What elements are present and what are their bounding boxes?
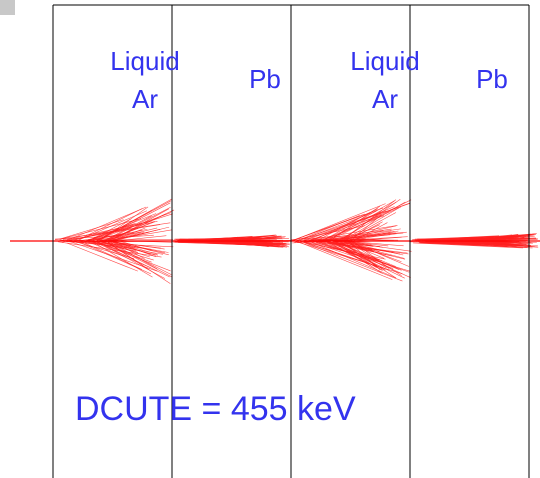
track (350, 222, 388, 243)
track (78, 210, 148, 241)
track (326, 242, 383, 271)
layer-label: Ar (132, 84, 158, 114)
track (108, 226, 170, 243)
layer-label: Liquid (350, 46, 419, 76)
track (111, 213, 166, 240)
track (109, 231, 145, 241)
layer-label: Pb (249, 64, 281, 94)
track (341, 198, 401, 240)
track (293, 239, 393, 280)
track (333, 230, 384, 243)
track (103, 238, 149, 270)
track (452, 241, 522, 244)
track (328, 242, 410, 273)
track (321, 213, 382, 241)
shower-tracks (54, 198, 539, 284)
track (109, 241, 169, 253)
track (98, 242, 171, 272)
track (345, 239, 402, 276)
track (413, 242, 524, 249)
track (81, 242, 152, 275)
corner-marker (0, 0, 15, 15)
track (303, 242, 403, 282)
track (66, 241, 174, 248)
track (107, 227, 146, 243)
annotation: DCUTE = 455 keV (75, 390, 356, 428)
track (57, 220, 153, 242)
track (98, 200, 172, 240)
layer-label: Pb (476, 64, 508, 94)
track (96, 241, 152, 263)
track (99, 228, 139, 242)
track (322, 241, 380, 252)
track (87, 240, 151, 268)
track (61, 206, 147, 243)
track (227, 236, 282, 241)
track (335, 242, 406, 260)
track (310, 241, 396, 279)
track (66, 242, 138, 272)
track (341, 242, 397, 279)
track (70, 241, 135, 249)
track (348, 241, 404, 247)
track (299, 203, 411, 243)
track (348, 240, 410, 267)
layer-labels: Liquid Ar Pb Liquid Ar Pb (110, 46, 508, 114)
track (311, 208, 378, 242)
track (79, 225, 132, 243)
track (343, 212, 397, 242)
layer-label: Ar (372, 84, 398, 114)
track (88, 239, 153, 278)
track (344, 221, 383, 243)
track (314, 240, 394, 269)
track (333, 240, 377, 268)
track (294, 210, 377, 243)
track (324, 200, 395, 240)
track (198, 237, 258, 241)
track (418, 242, 533, 249)
track (99, 229, 143, 243)
track (79, 208, 143, 240)
layer-label: Liquid (110, 46, 179, 76)
track (219, 241, 279, 244)
track (195, 236, 253, 241)
track (307, 240, 362, 260)
track (98, 202, 171, 241)
track (58, 241, 162, 258)
track (55, 235, 123, 240)
track (331, 225, 397, 241)
